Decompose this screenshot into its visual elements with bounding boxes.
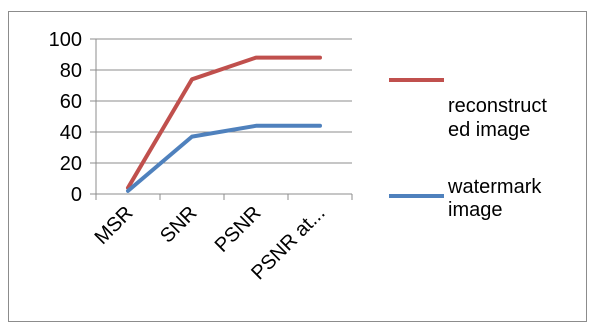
chart-border (8, 11, 587, 322)
axes (90, 38, 353, 200)
y-tick-label: 40 (60, 122, 82, 144)
y-tick-label: 80 (60, 60, 82, 82)
legend-label: reconstruct (448, 95, 547, 117)
series-lines (126, 55, 322, 193)
y-tick-label: 20 (60, 153, 82, 175)
y-tick-label: 100 (49, 29, 82, 51)
y-tick-labels: 0 20 40 60 80 100 (49, 29, 82, 206)
y-tick-label: 60 (60, 91, 82, 113)
legend-label: ed image (448, 119, 530, 141)
y-tick-label: 0 (71, 184, 82, 206)
series-line (126, 55, 322, 190)
series-line (126, 123, 322, 193)
legend-label: watermark (447, 176, 542, 198)
legend-label: image (448, 199, 502, 221)
